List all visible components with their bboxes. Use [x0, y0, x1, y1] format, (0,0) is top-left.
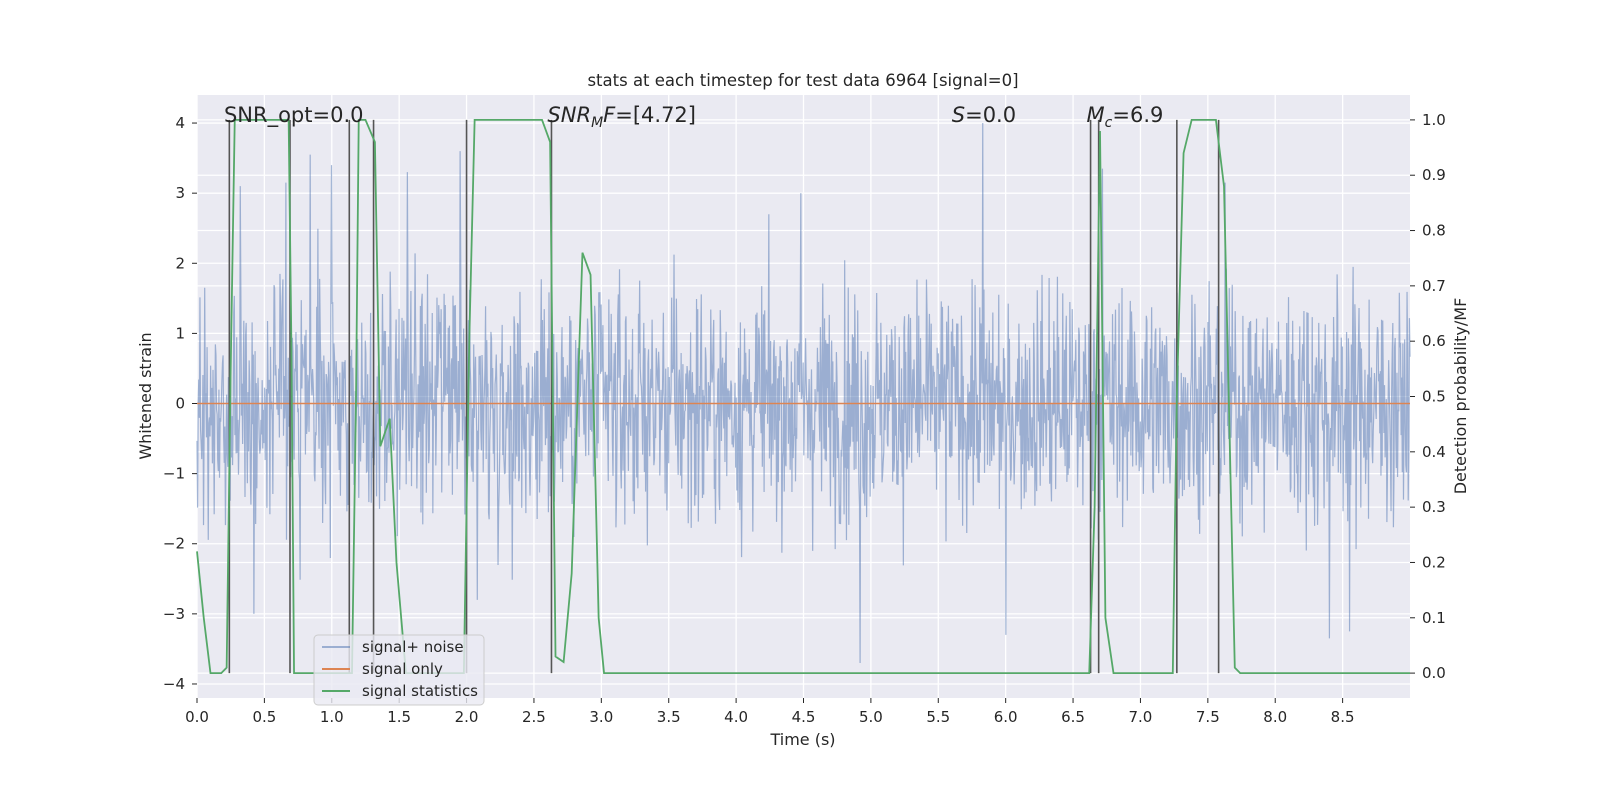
legend: signal+ noise signal only signal statist…	[313, 634, 485, 706]
y-axis-label: Whitened strain	[136, 332, 155, 459]
y2-tick-label: 0.9	[1422, 166, 1446, 184]
y-tick-label: −3	[163, 605, 185, 623]
y2-tick-label: 0.3	[1422, 498, 1446, 516]
x-tick-label: 3.5	[657, 708, 681, 726]
annotation-text: SNR_opt=0.0	[224, 103, 364, 128]
y2-tick-label: 0.6	[1422, 332, 1446, 350]
y-tick-label: 2	[175, 254, 185, 272]
signal-statistics-line	[196, 118, 1410, 675]
y-tick-label: 0	[175, 395, 185, 413]
x-tick-label: 5.5	[926, 708, 950, 726]
x-tick-label: 3.0	[589, 708, 613, 726]
y-tick-label: −4	[163, 675, 185, 693]
y2-axis-label: Detection probability/MF	[1451, 298, 1470, 495]
x-tick-label: 1.5	[387, 708, 411, 726]
legend-label-statistics: signal statistics	[362, 682, 478, 700]
y-tick-label: 4	[175, 114, 185, 132]
annotation-text: S=0.0	[952, 103, 1016, 127]
y2-tick-label: 0.1	[1422, 609, 1446, 627]
x-tick-label: 0.5	[252, 708, 276, 726]
series-signal-noise	[196, 123, 1411, 663]
legend-box	[313, 634, 485, 706]
x-axis-ticks: 0.0 0.5 1.0 1.5 2.0 2.5 3.0 3.5 4.0 4.5 5.0 5.5 6.0 6…	[185, 698, 1355, 726]
annotation-text: SNRMF=[4.72]	[547, 103, 696, 131]
y-tick-label: 1	[175, 324, 185, 342]
y2-tick-label: 0.7	[1422, 277, 1446, 295]
x-tick-label: 1.0	[320, 708, 344, 726]
x-axis-label: Time (s)	[769, 730, 835, 749]
annotations: SNR_opt=0.0 SNRMF=[4.72] S=0.0 Mc=6.9	[224, 103, 1163, 131]
legend-label-noise: signal+ noise	[362, 638, 464, 656]
series-signal-statistics	[196, 118, 1410, 675]
y2-tick-label: 0.0	[1422, 664, 1446, 682]
y-axis-ticks: −4 −3 −2 −1 0 1 2 3 4	[163, 114, 197, 693]
y-tick-label: −1	[163, 465, 185, 483]
chart-title: stats at each timestep for test data 696…	[587, 71, 1018, 90]
x-tick-label: 5.0	[859, 708, 883, 726]
x-tick-label: 0.0	[185, 708, 209, 726]
legend-label-signal-only: signal only	[362, 660, 443, 678]
x-tick-label: 8.5	[1331, 708, 1355, 726]
y2-tick-label: 0.5	[1422, 388, 1446, 406]
y-tick-label: −2	[163, 535, 185, 553]
x-tick-label: 6.0	[994, 708, 1018, 726]
y2-tick-label: 0.8	[1422, 222, 1446, 240]
x-tick-label: 2.0	[455, 708, 479, 726]
x-tick-label: 6.5	[1061, 708, 1085, 726]
x-tick-label: 2.5	[522, 708, 546, 726]
y2-tick-label: 0.2	[1422, 553, 1446, 571]
y2-axis-ticks: 0.0 0.1 0.2 0.3 0.4 0.5 0.6 0.7 0.8 0.9 1.0	[1410, 111, 1446, 682]
y-tick-label: 3	[175, 184, 185, 202]
y2-tick-label: 0.4	[1422, 443, 1446, 461]
x-tick-label: 7.0	[1129, 708, 1153, 726]
y2-tick-label: 1.0	[1422, 111, 1446, 129]
x-tick-label: 7.5	[1196, 708, 1220, 726]
signal-noise-line	[196, 123, 1411, 663]
x-tick-label: 4.5	[792, 708, 816, 726]
annotation-text: Mc=6.9	[1087, 103, 1164, 131]
x-tick-label: 8.0	[1263, 708, 1287, 726]
x-tick-label: 4.0	[724, 708, 748, 726]
vertical-marker-lines	[228, 119, 1220, 674]
